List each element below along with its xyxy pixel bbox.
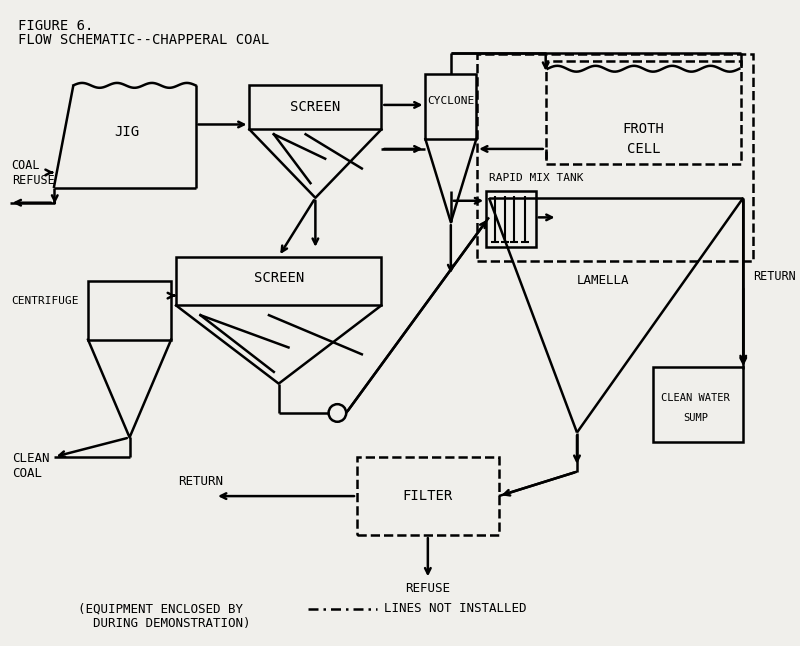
Text: CELL: CELL [626, 142, 660, 156]
Text: FILTER: FILTER [402, 489, 453, 503]
Text: SUMP: SUMP [683, 413, 708, 423]
Text: FROTH: FROTH [622, 122, 665, 136]
Text: COAL: COAL [12, 159, 40, 172]
Text: LAMELLA: LAMELLA [577, 275, 630, 287]
Text: RETURN: RETURN [753, 269, 796, 282]
Bar [478, 54, 753, 262]
Text: FLOW SCHEMATIC--CHAPPERAL COAL: FLOW SCHEMATIC--CHAPPERAL COAL [18, 32, 269, 47]
Text: CLEAN WATER: CLEAN WATER [661, 393, 730, 403]
Text: DURING DEMONSTRATION): DURING DEMONSTRATION) [78, 617, 250, 630]
Text: RETURN: RETURN [178, 475, 223, 488]
Bar [654, 367, 743, 443]
Bar [357, 457, 498, 536]
Text: CLEAN: CLEAN [12, 452, 50, 465]
Bar [176, 256, 382, 306]
Text: (EQUIPMENT ENCLOSED BY: (EQUIPMENT ENCLOSED BY [78, 602, 243, 615]
Bar [486, 191, 536, 247]
Text: REFUSE: REFUSE [406, 583, 450, 596]
Text: SCREEN: SCREEN [254, 271, 304, 285]
Text: REFUSE: REFUSE [12, 174, 54, 187]
Bar [88, 281, 171, 340]
Text: SCREEN: SCREEN [290, 100, 341, 114]
Text: COAL: COAL [12, 467, 42, 480]
Bar [546, 61, 742, 163]
Text: LINES NOT INSTALLED: LINES NOT INSTALLED [384, 602, 527, 615]
Bar [426, 74, 476, 139]
Text: JIG: JIG [114, 125, 140, 140]
Text: CYCLONE: CYCLONE [427, 96, 474, 106]
Bar [250, 85, 382, 129]
Text: FIGURE 6.: FIGURE 6. [18, 19, 93, 33]
Text: CENTRIFUGE: CENTRIFUGE [12, 295, 79, 306]
Text: RAPID MIX TANK: RAPID MIX TANK [489, 173, 583, 183]
